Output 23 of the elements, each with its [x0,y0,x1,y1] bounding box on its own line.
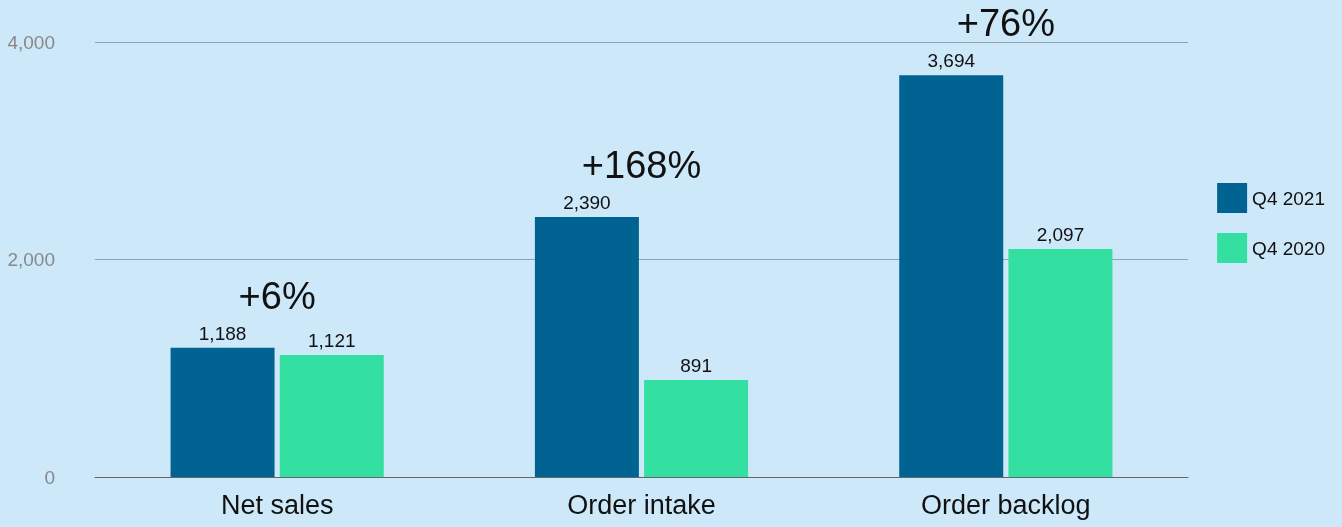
y-tick-label: 2,000 [7,249,55,270]
x-tick-label: Net sales [220,489,334,520]
annotation: +6% [238,274,316,317]
y-tick-label: 4,000 [7,31,55,53]
legend-label: Q4 2020 [1252,237,1326,259]
bar [644,380,749,477]
x-tick-label: Order intake [567,489,716,520]
data-label: 891 [680,355,712,377]
bar [899,75,1004,477]
annotation: +168% [581,144,702,187]
data-label: 1,188 [198,322,247,344]
legend-label: Q4 2021 [1252,187,1326,209]
bar [279,355,384,477]
annotation: +76% [956,2,1055,45]
bar [170,347,275,477]
data-label: 2,390 [563,192,611,214]
bar [534,217,639,477]
data-label: 2,097 [1036,223,1085,245]
data-label: 1,121 [307,330,356,352]
bar [1008,248,1113,477]
data-label: 3,694 [927,50,976,72]
x-tick-label: Order backlog [921,489,1091,520]
y-tick-label: 0 [44,466,55,488]
